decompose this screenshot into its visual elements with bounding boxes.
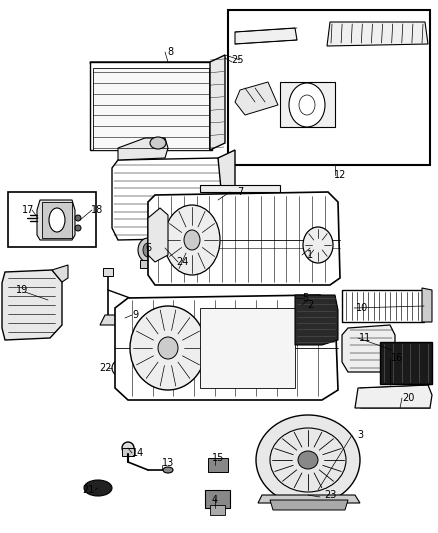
Ellipse shape [75,225,81,231]
Polygon shape [235,82,278,115]
Bar [8,192,96,247]
Ellipse shape [75,215,81,221]
Text: 7: 7 [237,187,243,197]
Ellipse shape [298,451,318,469]
Polygon shape [210,55,225,150]
Bar [280,82,335,127]
Text: 9: 9 [132,310,138,320]
Text: 6: 6 [145,243,151,253]
Polygon shape [118,138,168,160]
Text: 18: 18 [91,205,103,215]
Polygon shape [200,185,280,192]
Text: 15: 15 [212,453,224,463]
Text: 21: 21 [82,485,94,495]
Text: 12: 12 [334,170,346,180]
Ellipse shape [164,205,220,275]
Text: 11: 11 [359,333,371,343]
Ellipse shape [84,480,112,496]
Bar [228,10,430,165]
Ellipse shape [49,208,65,232]
Text: 5: 5 [302,293,308,303]
Polygon shape [148,192,340,285]
Polygon shape [2,270,62,340]
Ellipse shape [117,365,123,371]
Polygon shape [355,385,432,408]
Polygon shape [90,62,215,72]
Bar [208,458,228,472]
Text: 14: 14 [132,448,144,458]
Bar [90,62,212,150]
Bar [140,260,156,268]
Ellipse shape [303,227,333,263]
Ellipse shape [150,137,166,149]
Bar [210,505,225,515]
Polygon shape [270,500,348,510]
Polygon shape [115,295,338,400]
Polygon shape [218,150,235,230]
Ellipse shape [130,306,206,390]
Polygon shape [235,28,297,44]
Ellipse shape [158,337,178,359]
Text: 13: 13 [162,458,174,468]
Text: 19: 19 [16,285,28,295]
Text: 4: 4 [212,495,218,505]
Polygon shape [112,158,225,240]
Polygon shape [100,315,118,325]
Bar [380,342,432,384]
Text: 3: 3 [357,430,363,440]
Text: 2: 2 [307,300,313,310]
Polygon shape [422,288,432,322]
Text: 25: 25 [232,55,244,65]
Bar [205,490,230,508]
Bar [42,202,72,238]
Bar [103,268,113,276]
Text: 24: 24 [176,257,188,267]
Polygon shape [148,208,168,262]
Ellipse shape [122,442,134,454]
Bar [122,448,134,456]
Polygon shape [342,325,395,372]
Polygon shape [295,295,338,345]
Text: 20: 20 [402,393,414,403]
Ellipse shape [256,415,360,505]
Text: 23: 23 [324,490,336,500]
Bar [200,308,295,388]
Bar [93,68,209,150]
Text: 10: 10 [356,303,368,313]
Ellipse shape [138,238,158,262]
Polygon shape [258,495,360,503]
Text: 22: 22 [99,363,111,373]
Bar [342,290,424,322]
Ellipse shape [184,230,200,250]
Polygon shape [37,200,75,240]
Text: 17: 17 [22,205,34,215]
Text: 8: 8 [167,47,173,57]
Ellipse shape [289,83,325,127]
Ellipse shape [143,243,153,257]
Text: 1: 1 [307,250,313,260]
Text: 16: 16 [391,353,403,363]
Polygon shape [52,265,68,282]
Ellipse shape [163,467,173,473]
Polygon shape [327,22,428,46]
